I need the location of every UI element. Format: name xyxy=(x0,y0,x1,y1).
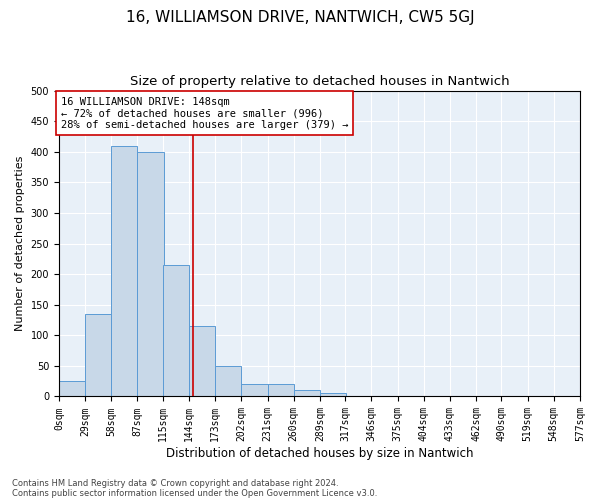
Text: 16, WILLIAMSON DRIVE, NANTWICH, CW5 5GJ: 16, WILLIAMSON DRIVE, NANTWICH, CW5 5GJ xyxy=(125,10,475,25)
Bar xyxy=(320,394,346,396)
Text: 16 WILLIAMSON DRIVE: 148sqm
← 72% of detached houses are smaller (996)
28% of se: 16 WILLIAMSON DRIVE: 148sqm ← 72% of det… xyxy=(61,96,348,130)
Text: Contains public sector information licensed under the Open Government Licence v3: Contains public sector information licen… xyxy=(12,488,377,498)
Title: Size of property relative to detached houses in Nantwich: Size of property relative to detached ho… xyxy=(130,75,509,88)
Bar xyxy=(59,381,85,396)
Bar xyxy=(137,152,164,396)
Bar xyxy=(111,146,137,396)
Bar xyxy=(163,265,189,396)
Bar xyxy=(189,326,215,396)
Bar xyxy=(294,390,320,396)
Bar xyxy=(215,366,241,396)
Bar xyxy=(241,384,268,396)
Y-axis label: Number of detached properties: Number of detached properties xyxy=(15,156,25,331)
Bar xyxy=(268,384,294,396)
X-axis label: Distribution of detached houses by size in Nantwich: Distribution of detached houses by size … xyxy=(166,447,473,460)
Bar xyxy=(85,314,111,396)
Text: Contains HM Land Registry data © Crown copyright and database right 2024.: Contains HM Land Registry data © Crown c… xyxy=(12,478,338,488)
